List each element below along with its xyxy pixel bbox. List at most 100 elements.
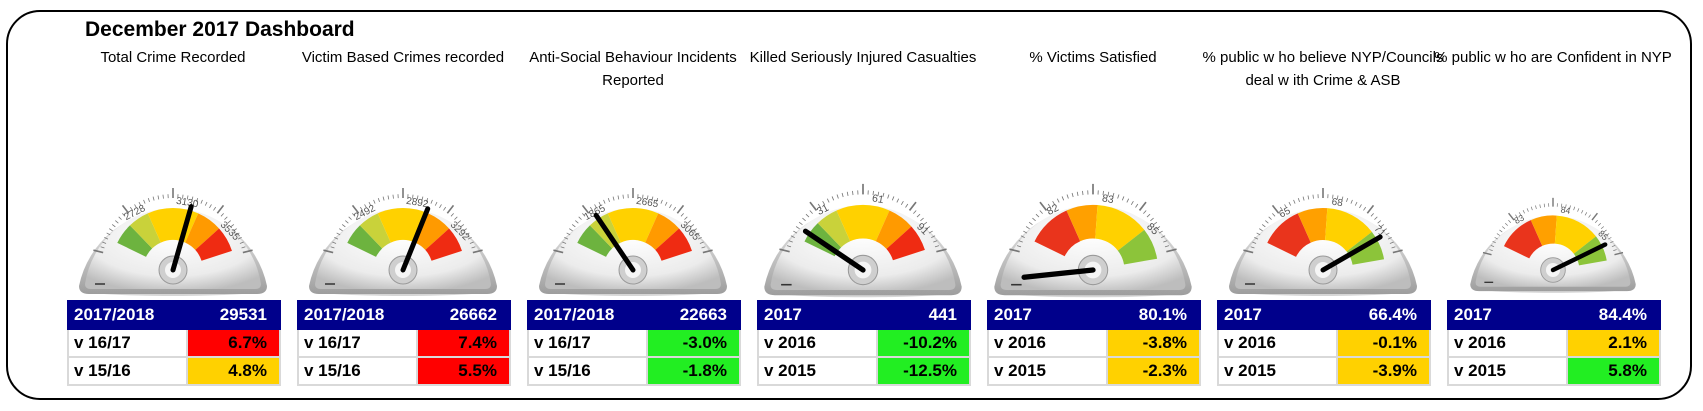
gauge-title: Total Crime Recorded <box>100 49 246 66</box>
kpi-value: 5.5% <box>416 356 511 386</box>
gauge-title: Victim Based Crimes recorded <box>301 49 505 66</box>
kpi-row: v 2016 2.1% <box>1447 328 1661 358</box>
kpi-label: v 16/17 <box>297 328 418 358</box>
kpi-value: 66.4% <box>1336 300 1431 330</box>
kpi-table: 2017 80.1% v 2016 -3.8% v 2015 -2.3% <box>987 300 1201 386</box>
gauge-ticks <box>779 183 947 253</box>
kpi-value: -1.8% <box>646 356 741 386</box>
gauge-needle <box>1550 242 1608 273</box>
kpi-value: 7.4% <box>416 328 511 358</box>
gauge-needle <box>170 204 194 273</box>
gauge-tick-label: 84 <box>1560 204 1571 216</box>
gauge-tick-label: 2892 <box>405 196 429 211</box>
kpi-label: v 2016 <box>757 328 878 358</box>
gauge-ticks <box>323 188 483 254</box>
kpi-table: 2017/2018 26662 v 16/17 7.4% v 15/16 5.5% <box>297 300 511 386</box>
kpi-header-row: 2017 84.4% <box>1447 300 1661 330</box>
kpi-table: 2017/2018 22663 v 16/17 -3.0% v 15/16 -1.8% <box>527 300 741 386</box>
kpi-value: 6.7% <box>186 328 281 358</box>
gauge-colour-band <box>117 208 232 261</box>
gauge-colour-band <box>1034 204 1158 265</box>
gauge-needle <box>802 228 866 273</box>
kpi-header-row: 2017/2018 22663 <box>527 300 741 330</box>
kpi-label: 2017 <box>757 300 878 330</box>
gauge-ticks <box>1482 197 1624 256</box>
kpi-row: v 15/16 4.8% <box>67 356 281 386</box>
kpi-row: v 15/16 -1.8% <box>527 356 741 386</box>
gauge-tick-label: 3130 <box>175 196 199 211</box>
kpi-label: 2017/2018 <box>297 300 418 330</box>
kpi-row: v 2015 -12.5% <box>757 356 971 386</box>
gauge-title: Anti-Social Behaviour Incidents Reported <box>529 49 737 89</box>
kpi-value: 441 <box>876 300 971 330</box>
kpi-row: v 2015 -2.3% <box>987 356 1201 386</box>
gauge-tick-label: 82 <box>1045 202 1061 218</box>
gauge-title: % Victims Satisfied <box>1029 49 1157 66</box>
gauge-tick-label: 2665 <box>635 196 659 211</box>
kpi-label: v 2015 <box>757 356 878 386</box>
gauge-title: % public w ho believe NYP/Councils deal … <box>1202 49 1444 89</box>
gauge-title: Killed Seriously Injured Casualties <box>749 49 977 66</box>
kpi-value: -3.8% <box>1106 328 1201 358</box>
kpi-label: 2017/2018 <box>67 300 188 330</box>
kpi-label: v 16/17 <box>67 328 188 358</box>
kpi-row: v 2015 5.8% <box>1447 356 1661 386</box>
kpi-label: 2017 <box>987 300 1108 330</box>
gauge-needle <box>400 206 431 273</box>
gauge-tick-label: 83 <box>1101 192 1115 206</box>
gauge-needle <box>1320 234 1383 273</box>
kpi-label: v 2016 <box>987 328 1108 358</box>
gauge-title: % public w ho are Confident in NYP <box>1434 49 1672 66</box>
gauge-tick-label: 31 <box>815 202 831 218</box>
gauge-ticks <box>1243 188 1403 254</box>
kpi-table: 2017 441 v 2016 -10.2% v 2015 -12.5% <box>757 300 971 386</box>
kpi-value: 2.1% <box>1566 328 1661 358</box>
gauge-tick-label: 61 <box>871 192 885 206</box>
gauge-ticks <box>553 188 713 254</box>
kpi-table: 2017 66.4% v 2016 -0.1% v 2015 -3.9% <box>1217 300 1431 386</box>
kpi-header-row: 2017 66.4% <box>1217 300 1431 330</box>
kpi-row: v 16/17 6.7% <box>67 328 281 358</box>
gauge-colour-band <box>804 204 925 261</box>
kpi-value: 29531 <box>186 300 281 330</box>
kpi-header-row: 2017/2018 29531 <box>67 300 281 330</box>
kpi-header-row: 2017 80.1% <box>987 300 1201 330</box>
kpi-row: v 2015 -3.9% <box>1217 356 1431 386</box>
kpi-value: 22663 <box>646 300 741 330</box>
kpi-value: 5.8% <box>1566 356 1661 386</box>
kpi-label: v 15/16 <box>297 356 418 386</box>
kpi-label: v 2015 <box>987 356 1108 386</box>
gauge-tick-label: 83 <box>1513 212 1526 225</box>
kpi-row: v 15/16 5.5% <box>297 356 511 386</box>
kpi-header-row: 2017/2018 26662 <box>297 300 511 330</box>
kpi-row: v 16/17 -3.0% <box>527 328 741 358</box>
dashboard-frame <box>6 10 1692 400</box>
kpi-value: -10.2% <box>876 328 971 358</box>
kpi-value: 84.4% <box>1566 300 1661 330</box>
kpi-value: 26662 <box>416 300 511 330</box>
kpi-table: 2017/2018 29531 v 16/17 6.7% v 15/16 4.8% <box>67 300 281 386</box>
gauge-tick-label: 65 <box>1277 205 1292 220</box>
gauge-dial: 186526653065 <box>539 188 727 296</box>
kpi-row: v 16/17 7.4% <box>297 328 511 358</box>
kpi-header-row: 2017 441 <box>757 300 971 330</box>
kpi-label: v 15/16 <box>67 356 188 386</box>
kpi-label: 2017 <box>1447 300 1568 330</box>
kpi-value: -3.9% <box>1336 356 1431 386</box>
gauge-tick-label: 68 <box>1331 197 1344 210</box>
kpi-label: v 2016 <box>1217 328 1338 358</box>
gauge-needle <box>1021 267 1096 280</box>
kpi-label: v 2015 <box>1447 356 1568 386</box>
gauge-colour-band <box>1267 208 1385 265</box>
kpi-row: v 2016 -0.1% <box>1217 328 1431 358</box>
dashboard-title: December 2017 Dashboard <box>85 18 355 41</box>
kpi-label: v 16/17 <box>527 328 648 358</box>
kpi-value: -3.0% <box>646 328 741 358</box>
kpi-label: 2017/2018 <box>527 300 648 330</box>
